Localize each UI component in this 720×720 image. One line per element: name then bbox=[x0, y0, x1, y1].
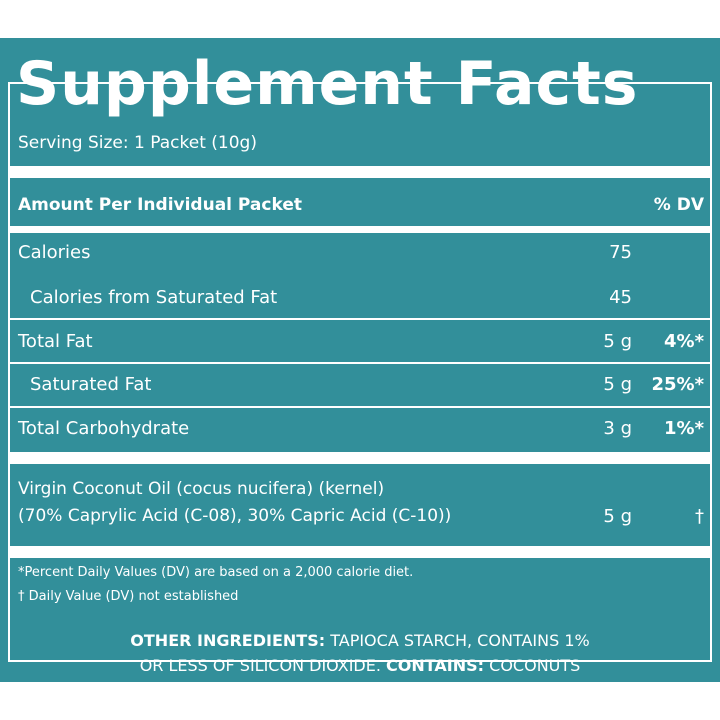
label-title: Supplement Facts bbox=[16, 49, 639, 119]
nutrient-name: Calories bbox=[18, 242, 91, 263]
ingredient-line-1: Virgin Coconut Oil (cocus nucifera) (ker… bbox=[18, 479, 385, 499]
thick-divider-bottom bbox=[10, 546, 710, 558]
nutrient-name: Total Fat bbox=[18, 331, 93, 352]
nutrient-dv: 4%* bbox=[664, 331, 704, 352]
nutrient-dv: 25%* bbox=[651, 374, 705, 395]
nutrient-dv: 1%* bbox=[664, 418, 704, 439]
ingredient-amount: 5 g bbox=[603, 506, 632, 527]
nutrient-name: Calories from Saturated Fat bbox=[30, 287, 278, 308]
row-divider bbox=[10, 406, 710, 408]
table-row: Calories from Saturated Fat 45 bbox=[18, 283, 704, 313]
footnote-dv: *Percent Daily Values (DV) are based on … bbox=[18, 565, 414, 580]
nutrient-amount: 5 g bbox=[603, 374, 632, 395]
other-ingredients-line-1: OTHER INGREDIENTS: TAPIOCA STARCH, CONTA… bbox=[0, 628, 720, 653]
thick-divider-middle bbox=[10, 452, 710, 464]
nutrient-amount: 5 g bbox=[603, 331, 632, 352]
ingredient-dv: † bbox=[695, 506, 704, 527]
footnote-dagger: † Daily Value (DV) not established bbox=[18, 589, 239, 604]
table-header-row: Amount Per Individual Packet % DV bbox=[18, 190, 704, 220]
thick-divider-header bbox=[10, 226, 710, 233]
supplement-facts-panel bbox=[0, 38, 720, 682]
nutrient-name: Saturated Fat bbox=[30, 374, 152, 395]
other-ingredients-text-2: OR LESS OF SILICON DIOXIDE. bbox=[139, 656, 387, 675]
row-divider bbox=[10, 362, 710, 364]
contains-text: COCONUTS bbox=[484, 656, 581, 675]
other-ingredients-heading: OTHER INGREDIENTS: bbox=[130, 631, 326, 650]
row-divider bbox=[10, 318, 710, 320]
table-row: Saturated Fat 5 g 25%* bbox=[18, 370, 704, 400]
table-row: Total Carbohydrate 3 g 1%* bbox=[18, 414, 704, 444]
amount-per-packet-label: Amount Per Individual Packet bbox=[18, 195, 302, 215]
percent-dv-header: % DV bbox=[653, 195, 704, 215]
nutrient-name: Total Carbohydrate bbox=[18, 418, 190, 439]
ingredient-line-2: (70% Caprylic Acid (C-08), 30% Capric Ac… bbox=[18, 506, 452, 526]
nutrient-amount: 3 g bbox=[603, 418, 632, 439]
contains-heading: CONTAINS: bbox=[386, 656, 485, 675]
other-ingredients-text-1: TAPIOCA STARCH, CONTAINS 1% bbox=[325, 631, 590, 650]
nutrient-amount: 75 bbox=[609, 242, 632, 263]
nutrient-amount: 45 bbox=[609, 287, 632, 308]
table-row: Calories 75 bbox=[18, 238, 704, 268]
other-ingredients: OTHER INGREDIENTS: TAPIOCA STARCH, CONTA… bbox=[0, 628, 720, 678]
serving-size: Serving Size: 1 Packet (10g) bbox=[18, 133, 257, 153]
other-ingredients-line-2: OR LESS OF SILICON DIOXIDE. CONTAINS: CO… bbox=[0, 653, 720, 678]
coconut-oil-ingredient: Virgin Coconut Oil (cocus nucifera) (ker… bbox=[18, 476, 451, 530]
facts-box-border bbox=[8, 82, 712, 662]
table-row: Total Fat 5 g 4%* bbox=[18, 327, 704, 357]
thick-divider-top bbox=[10, 166, 710, 178]
